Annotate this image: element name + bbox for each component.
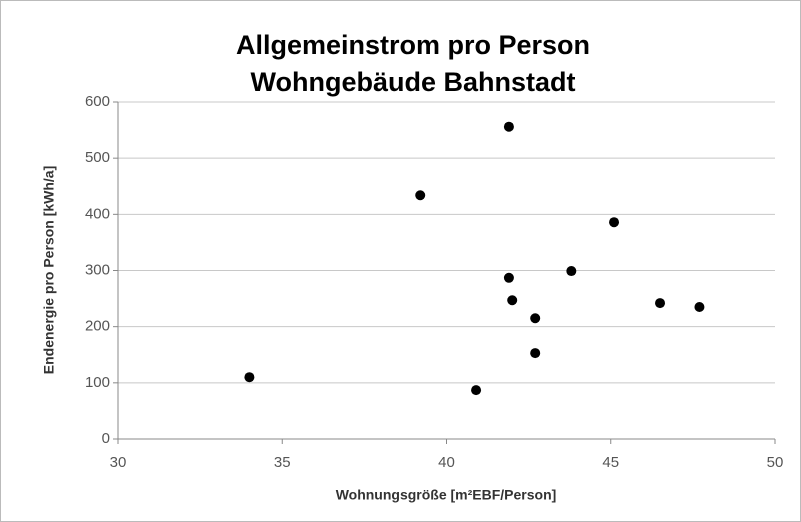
x-axis-title: Wohnungsgröße [m²EBF/Person] [336, 487, 557, 503]
point [609, 217, 620, 228]
y-tick-label: 400 [85, 205, 110, 222]
point [507, 295, 518, 306]
chart-title: Allgemeinstrom pro Person [236, 30, 590, 60]
x-tick-label: 40 [438, 454, 455, 471]
point [503, 272, 514, 283]
point [471, 385, 482, 396]
point [530, 348, 541, 359]
chart-title: Wohngebäude Bahnstadt [250, 67, 575, 97]
x-tick-label: 50 [767, 454, 784, 471]
x-tick-label: 45 [602, 454, 619, 471]
point [566, 266, 577, 277]
y-tick-label: 300 [85, 261, 110, 278]
y-tick-label: 200 [85, 318, 110, 335]
point [244, 372, 255, 383]
x-tick-label: 30 [110, 454, 127, 471]
y-tick-label: 0 [102, 430, 110, 447]
point [530, 313, 541, 324]
point [503, 121, 514, 132]
point [655, 298, 666, 309]
y-tick-label: 600 [85, 93, 110, 110]
point [694, 302, 705, 313]
x-tick-label: 35 [274, 454, 291, 471]
y-tick-label: 500 [85, 149, 110, 166]
y-axis-title: Endenergie pro Person [kWh/a] [41, 166, 57, 374]
point [415, 190, 426, 201]
y-tick-label: 100 [85, 374, 110, 391]
